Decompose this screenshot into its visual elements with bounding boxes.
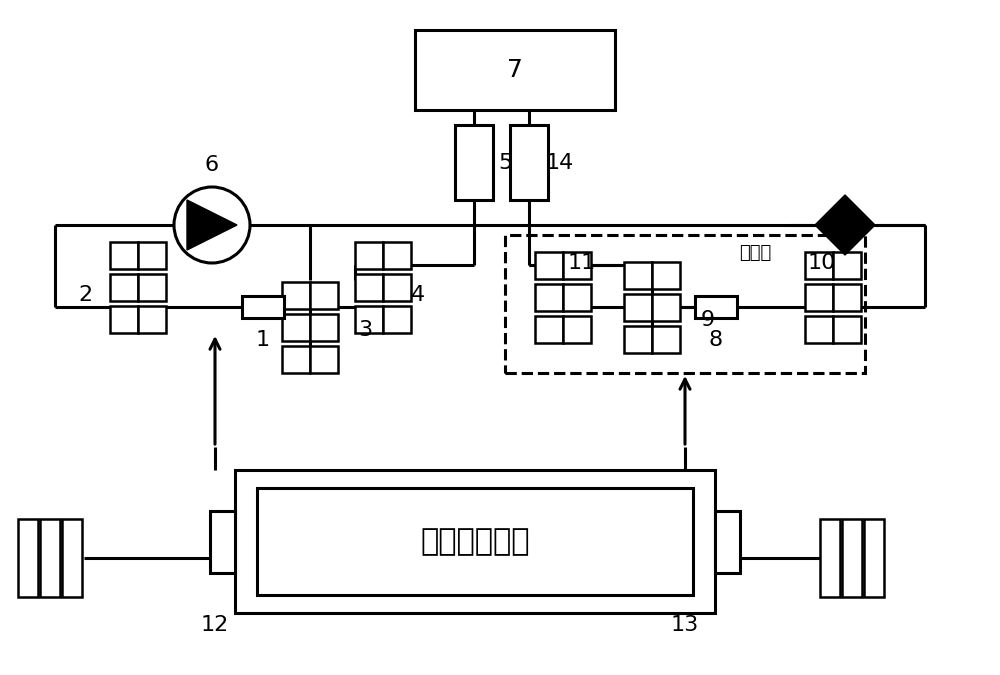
Bar [257,488,693,595]
Text: 3: 3 [358,320,372,340]
Bar [624,326,652,353]
Bar [383,274,411,301]
Bar [833,284,861,311]
Text: 14: 14 [546,153,574,173]
Bar [138,274,166,301]
Bar [510,125,548,200]
Bar [624,294,652,321]
Text: 1: 1 [256,330,270,350]
Bar [242,296,284,318]
Bar [282,346,310,373]
Text: 13: 13 [671,615,699,635]
Bar [563,284,591,311]
Bar [62,519,82,597]
Bar [355,306,383,333]
Bar [310,314,338,341]
Bar [805,284,833,311]
Polygon shape [815,195,845,255]
Bar [833,252,861,279]
Text: 5: 5 [498,153,512,173]
Bar [40,519,60,597]
Bar [805,316,833,343]
Bar [210,510,235,572]
Text: 一体式: 一体式 [739,244,771,262]
Bar [652,262,680,289]
Bar [505,235,865,373]
Bar [652,294,680,321]
Text: 6: 6 [205,155,219,175]
Bar [355,274,383,301]
Circle shape [174,187,250,263]
Bar [563,252,591,279]
Bar [535,284,563,311]
Polygon shape [187,200,237,250]
Bar [833,316,861,343]
Bar [138,242,166,269]
Bar [383,242,411,269]
Bar [310,282,338,309]
Text: 12: 12 [201,615,229,635]
Bar [110,242,138,269]
Bar [652,326,680,353]
Text: 11: 11 [568,253,596,273]
Bar [138,306,166,333]
Bar [864,519,884,597]
Bar [415,30,615,110]
Bar [805,252,833,279]
Bar [563,316,591,343]
Text: 7: 7 [507,58,523,82]
Bar [535,252,563,279]
Bar [110,274,138,301]
Text: 4: 4 [411,285,425,305]
Bar [355,242,383,269]
Bar [695,296,737,318]
Bar [110,306,138,333]
Bar [310,346,338,373]
Bar [383,306,411,333]
Text: 2: 2 [78,285,92,305]
Bar [235,470,715,613]
Text: 9: 9 [701,310,715,330]
Bar [282,314,310,341]
Bar [820,519,840,597]
Bar [455,125,493,200]
Bar [282,282,310,309]
Bar [842,519,862,597]
Bar [715,510,740,572]
Bar [624,262,652,289]
Polygon shape [845,195,875,255]
Text: 夹持器模拟室: 夹持器模拟室 [420,527,530,556]
Bar [535,316,563,343]
Text: 8: 8 [709,330,723,350]
Text: 10: 10 [808,253,836,273]
Bar [18,519,38,597]
